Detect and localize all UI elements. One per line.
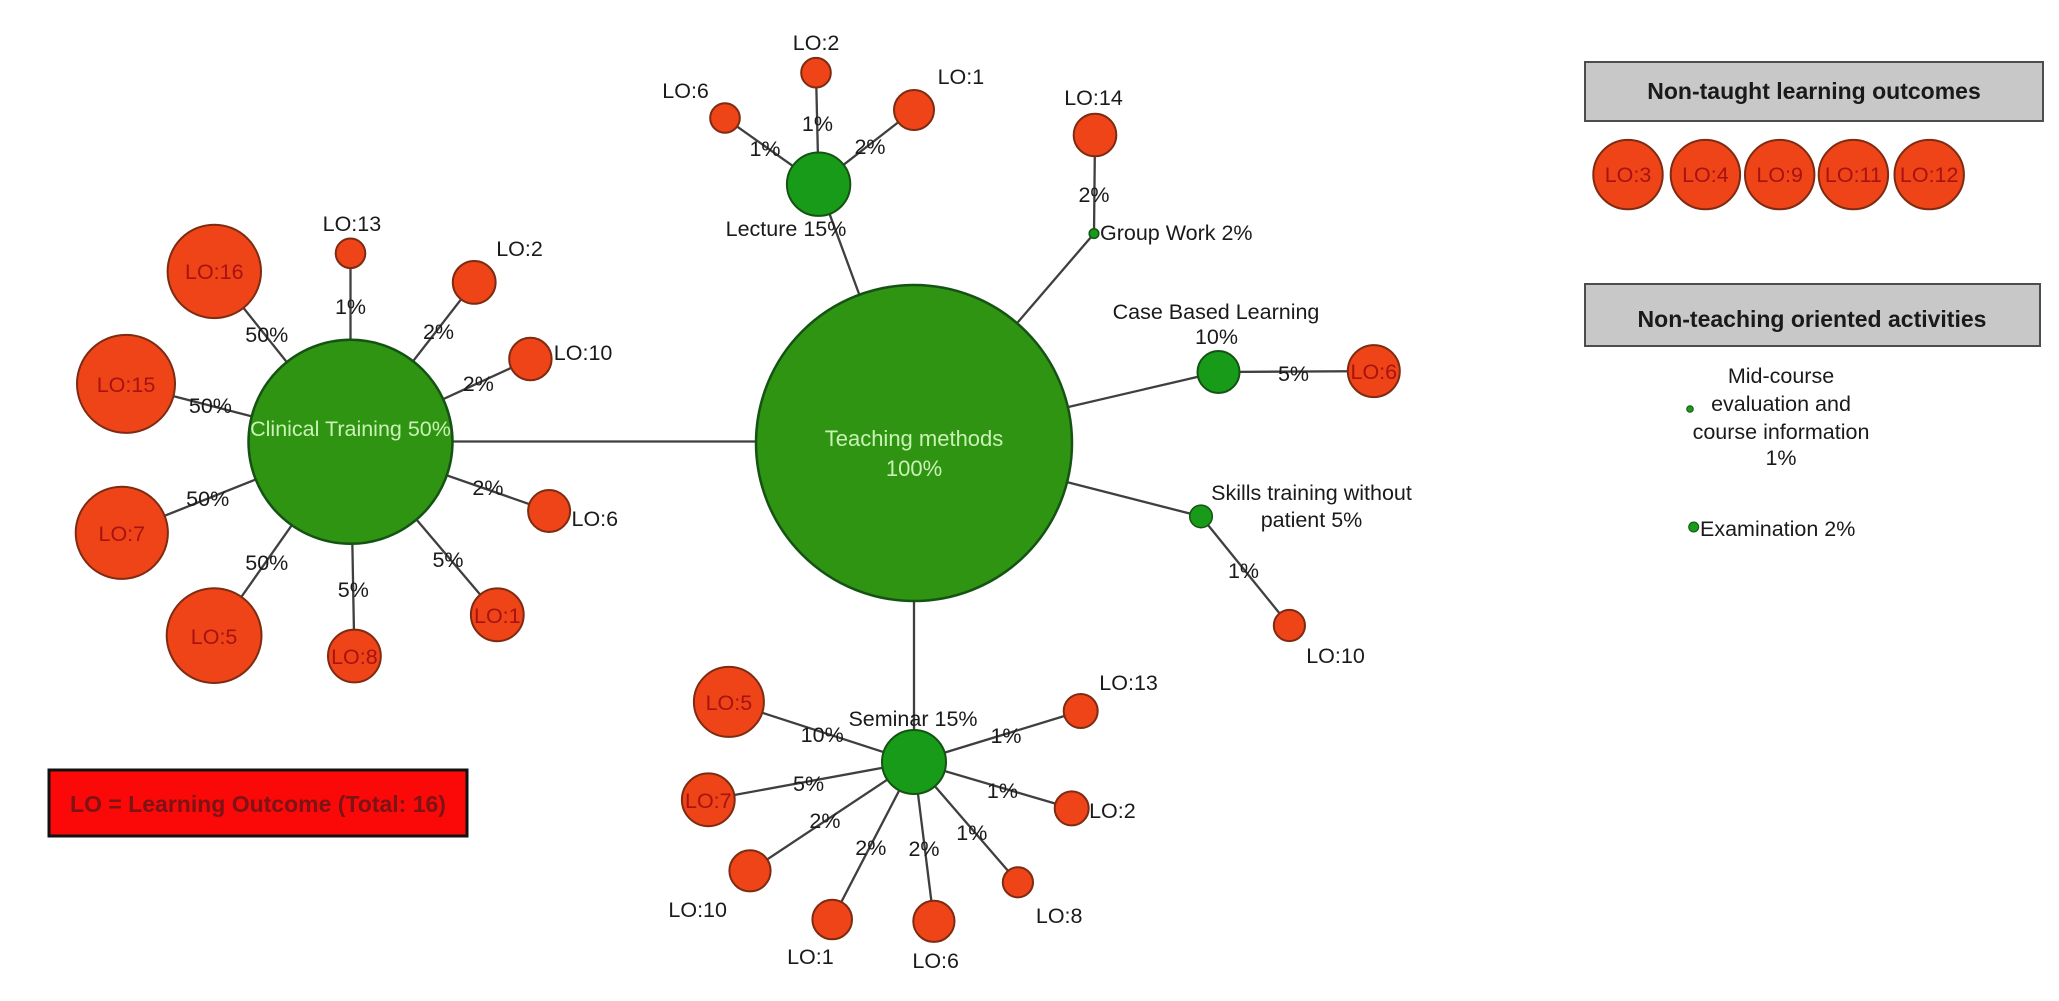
svg-text:Clinical Training 50%: Clinical Training 50% (250, 417, 451, 441)
svg-text:LO:2: LO:2 (496, 237, 543, 261)
svg-text:Teaching methods: Teaching methods (825, 426, 1004, 451)
svg-text:50%: 50% (186, 487, 229, 511)
svg-text:Mid-course: Mid-course (1728, 364, 1834, 388)
svg-text:5%: 5% (1278, 362, 1309, 386)
svg-text:Case Based Learning: Case Based Learning (1113, 300, 1320, 324)
svg-text:LO:12: LO:12 (1900, 163, 1959, 187)
svg-text:1%: 1% (987, 779, 1018, 803)
svg-text:5%: 5% (432, 548, 463, 572)
svg-text:LO:6: LO:6 (662, 79, 709, 103)
svg-text:2%: 2% (463, 372, 494, 396)
svg-text:LO:13: LO:13 (323, 212, 382, 236)
svg-text:2%: 2% (1078, 183, 1109, 207)
svg-text:50%: 50% (245, 551, 288, 575)
svg-text:2%: 2% (854, 135, 885, 159)
svg-text:LO:4: LO:4 (1682, 163, 1729, 187)
svg-text:LO:5: LO:5 (706, 691, 753, 715)
svg-text:LO:11: LO:11 (1825, 163, 1882, 187)
svg-text:1%: 1% (956, 821, 987, 845)
svg-text:1%: 1% (1228, 559, 1259, 583)
svg-text:10%: 10% (1195, 325, 1238, 349)
svg-text:LO:1: LO:1 (938, 65, 985, 89)
svg-text:LO:9: LO:9 (1756, 163, 1803, 187)
svg-text:1%: 1% (335, 295, 366, 319)
svg-text:LO:2: LO:2 (1089, 799, 1136, 823)
svg-text:LO:7: LO:7 (98, 522, 145, 546)
svg-text:LO:1: LO:1 (474, 604, 521, 628)
svg-text:LO:3: LO:3 (1605, 163, 1652, 187)
svg-text:2%: 2% (908, 837, 939, 861)
svg-text:LO:10: LO:10 (554, 341, 613, 365)
svg-text:Group Work 2%: Group Work 2% (1100, 221, 1253, 245)
svg-text:2%: 2% (423, 320, 454, 344)
svg-text:1%: 1% (1765, 446, 1796, 470)
svg-text:2%: 2% (472, 476, 503, 500)
svg-text:Non-teaching oriented activiti: Non-teaching oriented activities (1638, 306, 1987, 332)
svg-text:LO:13: LO:13 (1099, 671, 1158, 695)
svg-text:LO:10: LO:10 (1306, 644, 1365, 668)
svg-text:evaluation and: evaluation and (1711, 392, 1851, 416)
svg-text:Seminar 15%: Seminar 15% (848, 707, 977, 731)
svg-text:LO:6: LO:6 (912, 949, 959, 973)
svg-text:1%: 1% (802, 112, 833, 136)
svg-text:1%: 1% (990, 724, 1021, 748)
svg-text:LO:2: LO:2 (793, 31, 840, 55)
svg-text:5%: 5% (338, 578, 369, 602)
svg-text:5%: 5% (793, 772, 824, 796)
svg-text:LO:15: LO:15 (97, 373, 156, 397)
svg-text:LO:8: LO:8 (331, 645, 378, 669)
svg-text:course information: course information (1693, 420, 1870, 444)
svg-text:1%: 1% (749, 137, 780, 161)
svg-text:LO:8: LO:8 (1036, 904, 1083, 928)
svg-text:2%: 2% (809, 809, 840, 833)
svg-text:10%: 10% (801, 723, 844, 747)
svg-text:50%: 50% (189, 394, 232, 418)
svg-text:LO:10: LO:10 (668, 898, 727, 922)
svg-text:LO:1: LO:1 (787, 945, 834, 969)
svg-text:50%: 50% (245, 323, 288, 347)
svg-text:patient 5%: patient 5% (1261, 508, 1363, 532)
svg-text:LO = Learning Outcome (Total:: LO = Learning Outcome (Total: 16) (70, 791, 446, 817)
svg-text:LO:6: LO:6 (1350, 360, 1397, 384)
svg-text:LO:6: LO:6 (572, 507, 619, 531)
svg-text:LO:5: LO:5 (191, 625, 238, 649)
svg-text:Skills training without: Skills training without (1211, 481, 1412, 505)
svg-text:Non-taught learning outcomes: Non-taught learning outcomes (1647, 78, 1981, 104)
svg-text:LO:7: LO:7 (685, 789, 732, 813)
svg-text:Examination 2%: Examination 2% (1700, 517, 1855, 541)
svg-text:LO:16: LO:16 (185, 260, 244, 284)
svg-text:2%: 2% (855, 836, 886, 860)
svg-text:100%: 100% (886, 456, 942, 481)
svg-text:Lecture 15%: Lecture 15% (726, 217, 847, 241)
svg-text:LO:14: LO:14 (1064, 86, 1123, 110)
